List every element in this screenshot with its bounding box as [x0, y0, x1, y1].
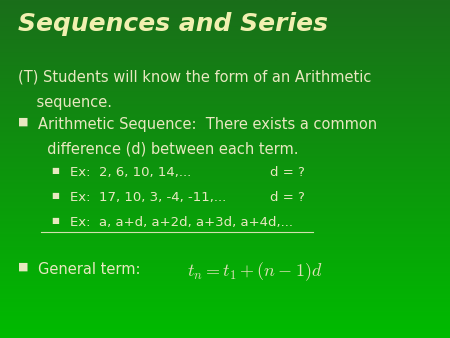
Text: d = ?: d = ? [270, 166, 305, 178]
Text: Ex:  2, 6, 10, 14,...: Ex: 2, 6, 10, 14,... [70, 166, 191, 178]
Text: Ex:  a, a+d, a+2d, a+3d, a+4d,...: Ex: a, a+d, a+2d, a+3d, a+4d,... [70, 216, 293, 229]
Text: Ex:  17, 10, 3, -4, -11,...: Ex: 17, 10, 3, -4, -11,... [70, 191, 226, 204]
Text: difference (d) between each term.: difference (d) between each term. [38, 142, 299, 157]
Text: Arithmetic Sequence:  There exists a common: Arithmetic Sequence: There exists a comm… [38, 117, 378, 131]
Text: ■: ■ [52, 166, 59, 175]
Text: Sequences and Series: Sequences and Series [18, 12, 328, 36]
Text: ■: ■ [18, 262, 28, 272]
Text: sequence.: sequence. [18, 95, 112, 110]
Text: (T) Students will know the form of an Arithmetic: (T) Students will know the form of an Ar… [18, 69, 371, 84]
Text: ■: ■ [18, 117, 28, 127]
Text: General term:: General term: [38, 262, 141, 277]
Text: ■: ■ [52, 191, 59, 200]
Text: $t_{n} = t_{1} + (n-1)d$: $t_{n} = t_{1} + (n-1)d$ [187, 260, 322, 283]
Text: ■: ■ [52, 216, 59, 225]
Text: d = ?: d = ? [270, 191, 305, 204]
